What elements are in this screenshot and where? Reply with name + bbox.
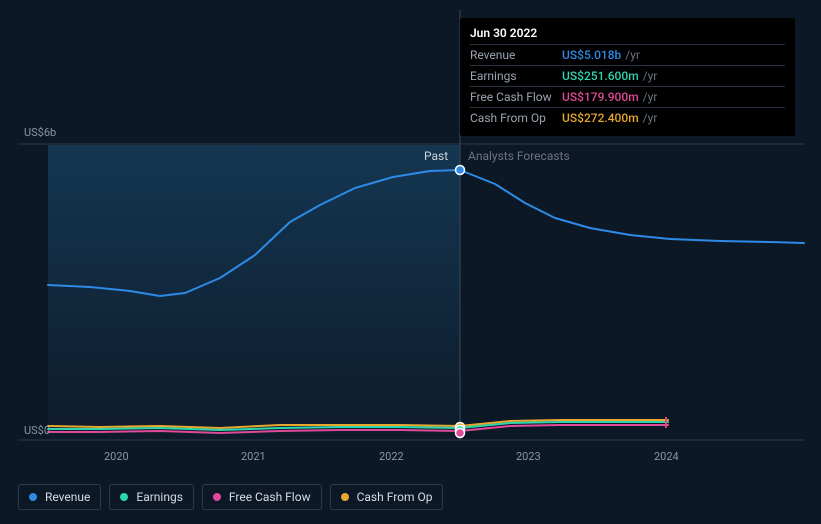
past-section-label: Past	[424, 149, 448, 163]
tooltip-row-value: US$179.900m	[562, 90, 639, 104]
legend-item-label: Revenue	[45, 490, 90, 504]
legend-dot-icon	[341, 493, 349, 501]
tooltip-row-label: Earnings	[470, 69, 562, 83]
legend-item-revenue[interactable]: Revenue	[18, 484, 101, 510]
x-axis-label: 2023	[516, 450, 541, 463]
x-axis-label: 2020	[104, 450, 129, 463]
legend-dot-icon	[120, 493, 128, 501]
tooltip-row-unit: /yr	[625, 48, 640, 62]
tooltip-row-value: US$272.400m	[562, 111, 639, 125]
legend-item-label: Cash From Op	[357, 490, 433, 504]
x-axis-label: 2022	[379, 450, 404, 463]
x-axis-label: 2024	[654, 450, 679, 463]
tooltip-row-label: Free Cash Flow	[470, 90, 562, 104]
legend-dot-icon	[29, 493, 37, 501]
tooltip-row-unit: /yr	[643, 111, 658, 125]
legend-item-cash_from_op[interactable]: Cash From Op	[330, 484, 444, 510]
tooltip-row-label: Revenue	[470, 48, 562, 62]
legend-item-earnings[interactable]: Earnings	[109, 484, 194, 510]
y-axis-label: US$6b	[24, 126, 56, 139]
tooltip-row-label: Cash From Op	[470, 111, 562, 125]
x-axis-label: 2021	[241, 450, 266, 463]
legend-item-label: Earnings	[136, 490, 183, 504]
chart-legend: Revenue Earnings Free Cash Flow Cash From O…	[18, 484, 443, 510]
legend-dot-icon	[213, 493, 221, 501]
tooltip-row: EarningsUS$251.600m/yr	[470, 65, 785, 86]
tooltip-date: Jun 30 2022	[470, 26, 785, 44]
tooltip-row-value: US$5.018b	[562, 48, 621, 62]
tooltip-row: Free Cash FlowUS$179.900m/yr	[470, 86, 785, 107]
tooltip-row: RevenueUS$5.018b/yr	[470, 44, 785, 65]
y-axis-label: US$0	[24, 424, 50, 437]
tooltip-row-unit: /yr	[643, 90, 658, 104]
legend-item-label: Free Cash Flow	[229, 490, 311, 504]
legend-item-free_cash_flow[interactable]: Free Cash Flow	[202, 484, 322, 510]
tooltip-row-value: US$251.600m	[562, 69, 639, 83]
tooltip-row-unit: /yr	[643, 69, 658, 83]
tooltip-row: Cash From OpUS$272.400m/yr	[470, 107, 785, 128]
chart-tooltip: Jun 30 2022 RevenueUS$5.018b/yrEarningsU…	[460, 18, 795, 136]
forecast-section-label: Analysts Forecasts	[468, 149, 570, 163]
